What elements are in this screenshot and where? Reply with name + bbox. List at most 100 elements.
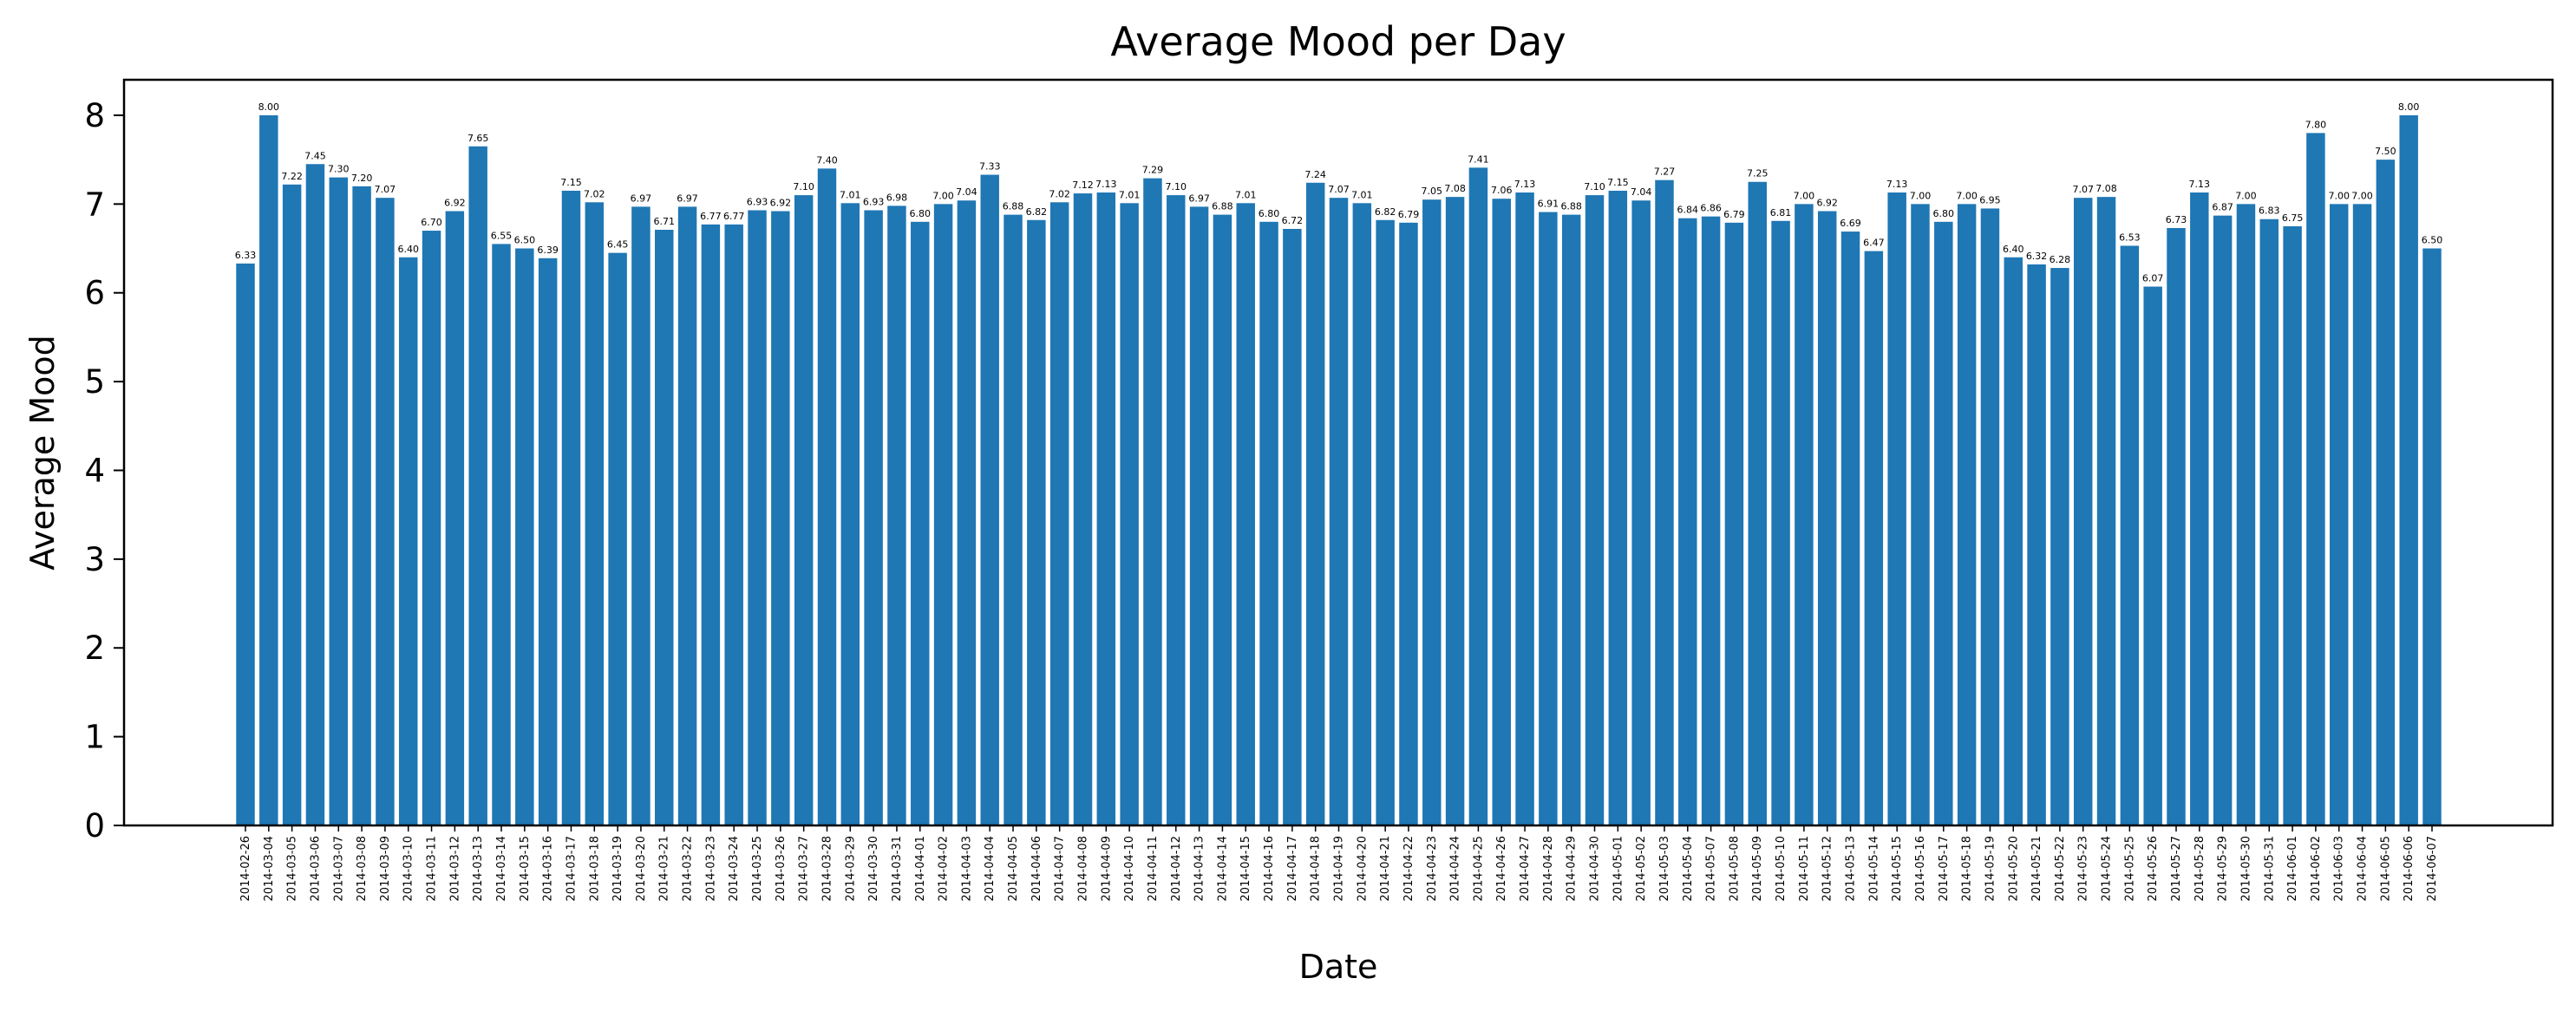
x-tick-label: 2014-03-15 [519,836,532,902]
x-tick-label: 2014-05-19 [1984,836,1997,902]
bar [2073,198,2093,826]
bar-value-label: 6.69 [1840,218,1861,229]
bar-value-label: 6.93 [747,197,768,208]
bar-value-label: 7.07 [375,184,396,195]
x-tick-label: 2014-03-17 [565,836,578,902]
bar-value-label: 7.13 [1095,179,1117,190]
bar-value-label: 6.92 [770,198,792,209]
bar-value-label: 6.97 [677,192,698,204]
bar [376,198,395,826]
bar-value-label: 6.72 [1282,215,1304,226]
bar [1305,182,1325,825]
bar [2259,219,2279,826]
bar [1492,199,1511,825]
bar-value-label: 6.92 [444,198,466,209]
bar-value-label: 6.45 [607,239,629,251]
bar [2213,215,2233,825]
x-tick-label: 2014-05-09 [1751,836,1764,902]
bar [724,224,743,825]
bar [1096,192,1116,825]
x-tick-label: 2014-03-16 [542,836,555,902]
x-tick-label: 2014-03-18 [588,836,601,902]
bar [980,174,999,826]
bar [1864,251,1884,826]
bar [422,231,441,825]
bar-value-label: 6.77 [723,211,745,222]
x-tick-label: 2014-04-21 [1379,836,1392,902]
bar [1585,195,1605,826]
bar-value-label: 6.83 [2259,205,2280,217]
bar [352,186,371,826]
x-tick-label: 2014-04-27 [1519,836,1532,902]
bar [1795,204,1814,825]
bar [1934,221,1953,825]
x-tick-label: 2014-05-15 [1891,836,1904,902]
x-tick-label: 2014-03-22 [682,836,695,902]
bar [911,221,930,825]
bar-value-label: 7.41 [1468,153,1489,165]
x-tick-label: 2014-04-17 [1286,836,1299,902]
x-tick-label: 2014-06-03 [2333,836,2346,902]
y-tick-label: 8 [84,97,105,134]
bar [1655,179,1674,825]
value-labels-layer: 6.338.007.227.457.307.207.076.406.706.92… [235,101,2443,284]
x-tick-label: 2014-04-16 [1263,836,1276,902]
bar [887,205,906,825]
bar [1213,214,1232,825]
bar-value-label: 7.06 [1491,185,1513,196]
bar-value-label: 6.88 [1212,201,1233,212]
bar-value-label: 6.77 [700,211,722,222]
bar-value-label: 6.98 [886,192,908,203]
bar [561,190,581,826]
bar-value-label: 6.79 [1398,209,1420,220]
bar-value-label: 7.01 [1119,189,1141,200]
bar-value-label: 6.50 [514,235,536,246]
bar-value-label: 7.15 [1607,177,1629,188]
bar-value-label: 7.02 [1049,188,1070,199]
y-tick-label: 2 [84,629,105,667]
x-tick-label: 2014-03-07 [332,836,345,902]
bar [1120,203,1139,825]
bar-value-label: 6.93 [863,197,885,208]
bar [701,224,721,825]
x-tick-label: 2014-05-30 [2239,836,2252,902]
bar-value-label: 7.13 [1514,179,1536,190]
bar [1980,208,2000,825]
bar [2096,197,2116,825]
bar [2306,133,2325,825]
bar [1073,193,1093,826]
bar-value-label: 6.75 [2282,212,2304,224]
bar-value-label: 6.40 [2003,244,2024,255]
bar-value-label: 7.04 [956,186,977,198]
bar-value-label: 7.07 [2072,184,2094,195]
y-tick-label: 7 [84,186,105,223]
x-tick-label: 2014-04-01 [914,836,927,902]
bar [2004,257,2023,825]
x-tick-label: 2014-04-30 [1589,836,1602,902]
bar [282,184,302,825]
x-tick-label: 2014-03-09 [379,836,392,902]
x-tick-label: 2014-05-16 [1914,836,1927,902]
plot-frame [122,78,2554,827]
bar-value-label: 7.10 [1166,181,1187,192]
x-tick-label: 2014-03-08 [356,836,369,902]
bar [329,177,349,825]
bar [1701,216,1721,826]
x-tick-label: 2014-05-10 [1775,836,1788,902]
bar [1352,203,1372,825]
x-tick-label: 2014-05-13 [1845,836,1858,902]
bar [1422,199,1442,825]
x-tick-label: 2014-05-20 [2007,836,2020,902]
x-tick-label: 2014-03-29 [844,836,857,902]
bar-value-label: 6.53 [2119,232,2141,243]
x-tick-label: 2014-05-07 [1705,836,1718,902]
bar-value-label: 6.97 [631,192,652,204]
x-axis: 2014-02-26 2014-03-04 2014-03-05 2014-03-06… [239,825,2439,902]
x-tick-label: 2014-03-12 [448,836,461,902]
x-tick-label: 2014-04-23 [1426,836,1439,902]
bar [1004,214,1023,825]
bar-value-label: 7.00 [2235,190,2257,201]
bar-value-label: 7.02 [584,188,605,199]
x-tick-label: 2014-05-11 [1798,836,1811,902]
bar-value-label: 7.00 [2351,190,2373,201]
